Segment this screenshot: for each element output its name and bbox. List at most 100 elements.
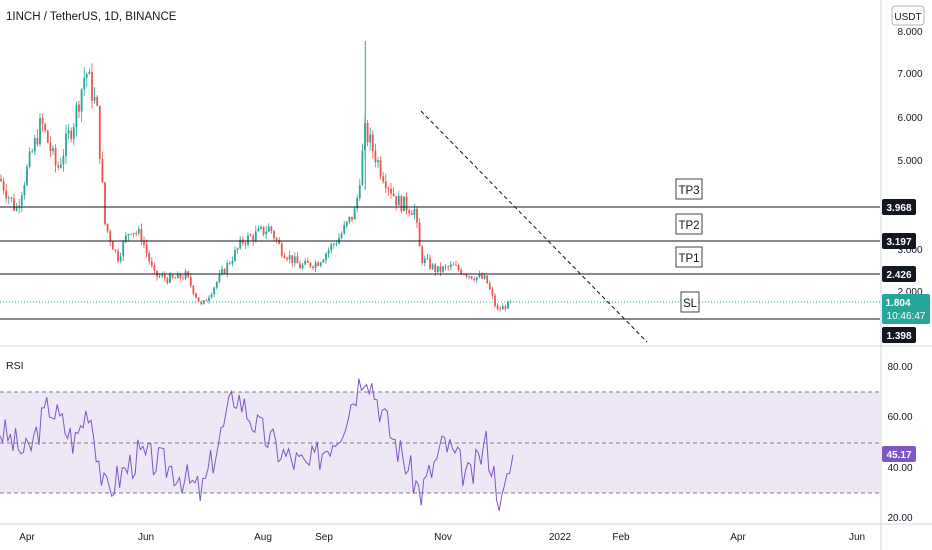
candle-body: [62, 155, 65, 165]
candle-body: [304, 260, 307, 265]
candle-body: [218, 273, 221, 282]
currency-badge[interactable]: [891, 5, 925, 26]
candle-body: [286, 257, 288, 260]
rsi-label: RSI: [6, 360, 24, 372]
candle-body: [67, 130, 70, 134]
candle-body: [257, 228, 260, 232]
level-badge-tp3: [882, 199, 916, 215]
candle-body: [176, 273, 179, 279]
candle-body: [75, 104, 78, 128]
candle-body: [265, 231, 268, 235]
candle-body: [382, 176, 385, 182]
candle-body: [351, 216, 353, 220]
candle-body: [249, 235, 252, 237]
candle-body: [478, 274, 481, 277]
candle-body: [20, 195, 23, 206]
candle-body: [439, 266, 442, 272]
candle-body: [416, 208, 418, 223]
candle-body: [83, 77, 86, 90]
candle-body: [408, 210, 411, 214]
candle-body: [273, 230, 275, 239]
candle-body: [143, 241, 145, 245]
candle-body: [54, 148, 57, 166]
candle-body: [423, 258, 426, 264]
candle-body: [49, 142, 52, 152]
candle-body: [85, 74, 88, 78]
trend-line[interactable]: [420, 110, 648, 343]
candle-body: [374, 150, 377, 163]
candle-body: [361, 150, 364, 186]
candle-body: [491, 289, 494, 296]
candle-body: [124, 235, 127, 242]
candle-body: [57, 165, 60, 168]
candle-body: [379, 160, 382, 177]
candle-body: [252, 235, 255, 241]
label-box-tp1[interactable]: [675, 246, 703, 268]
chart-title: 1INCH / TetherUS, 1D, BINANCE: [6, 11, 177, 23]
candle-body: [283, 255, 286, 258]
candle-body: [475, 276, 478, 281]
candle-body: [210, 294, 213, 298]
candle-body: [192, 285, 195, 294]
candle-body: [444, 266, 447, 268]
candle-body: [59, 164, 62, 168]
time-tick: Nov: [434, 532, 452, 543]
candle-body: [223, 269, 226, 274]
candle-body: [91, 71, 93, 101]
candle-body: [397, 195, 400, 206]
candle-body: [270, 226, 273, 231]
rsi-tick: 40.00: [887, 463, 912, 474]
candle-body: [421, 246, 424, 264]
candle-body: [462, 274, 465, 275]
candle-body: [356, 197, 359, 209]
candle-body: [200, 301, 203, 304]
candle-body: [46, 130, 49, 143]
candle-body: [280, 243, 283, 256]
label-box-tp2[interactable]: [675, 213, 703, 235]
label-tp3: TP3: [678, 185, 699, 197]
candle-body: [174, 277, 177, 279]
candle-body: [205, 300, 208, 302]
current-price-value: 1.804: [885, 298, 910, 309]
candle-body: [410, 213, 413, 215]
candle-body: [80, 89, 83, 112]
candle-body: [387, 188, 390, 189]
candle-body: [312, 266, 314, 268]
price-tick: 8.000: [897, 27, 922, 38]
candle-body: [189, 276, 192, 286]
candle-body: [395, 196, 398, 206]
candle-body: [460, 269, 463, 275]
candle-body: [507, 301, 509, 309]
rsi-tick: 60.00: [887, 412, 912, 423]
candle-body: [400, 195, 403, 212]
candle-body: [501, 306, 504, 310]
price-tick: 6.000: [897, 113, 922, 124]
candle-body: [111, 241, 114, 250]
candles-group: [0, 41, 512, 312]
candle-body: [327, 250, 330, 254]
candle-body: [371, 134, 374, 151]
rsi-tick: 80.00: [887, 362, 912, 373]
candle-body: [369, 134, 372, 143]
candle-body: [31, 151, 34, 153]
candle-body: [117, 250, 119, 262]
label-box-sl[interactable]: [680, 291, 700, 313]
candle-body: [119, 256, 122, 262]
time-tick: Jun: [138, 532, 154, 543]
label-box-tp3[interactable]: [675, 178, 703, 200]
candle-body: [104, 182, 106, 224]
candle-body: [96, 97, 99, 106]
candle-body: [301, 264, 304, 269]
price-pane[interactable]: [0, 0, 880, 345]
time-tick: Jun: [849, 532, 865, 543]
candle-body: [442, 266, 444, 272]
candle-body: [325, 253, 327, 260]
candle-body: [41, 117, 44, 124]
candle-body: [332, 244, 335, 245]
level-badge-sl: [882, 327, 916, 343]
candle-body: [182, 277, 184, 279]
candle-body: [208, 297, 210, 302]
candle-body: [260, 226, 262, 229]
current-countdown: 10:46:47: [887, 311, 926, 322]
